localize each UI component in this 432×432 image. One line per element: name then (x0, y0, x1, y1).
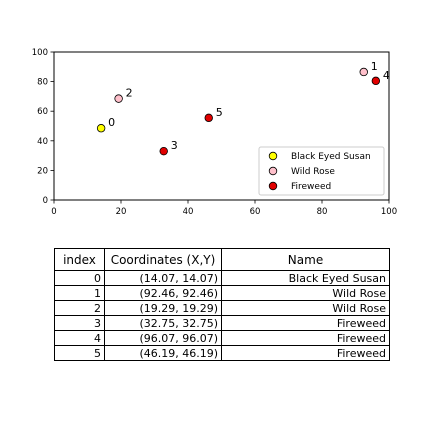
point-label: 0 (108, 116, 115, 129)
cell-name: Wild Rose (221, 285, 390, 301)
data-point (114, 94, 123, 103)
table-header-row: index Coordinates (X,Y) Name (54, 248, 390, 271)
points-table: index Coordinates (X,Y) Name 0 (14.07, 1… (54, 248, 390, 361)
y-tick-label: 0 (43, 196, 48, 206)
cell-coordinates: (96.07, 96.07) (104, 330, 222, 346)
table-row: 4 (96.07, 96.07) Fireweed (54, 330, 390, 346)
x-tick-label: 40 (183, 207, 194, 217)
cell-name: Fireweed (221, 330, 390, 346)
data-point (204, 113, 213, 123)
y-tick-label: 100 (32, 48, 48, 58)
legend-box (258, 146, 385, 196)
y-tick-label: 40 (37, 137, 48, 147)
cell-coordinates: (19.29, 19.29) (104, 300, 222, 316)
y-tick-label: 20 (37, 166, 48, 176)
table-row: 2 (19.29, 19.29) Wild Rose (54, 300, 390, 316)
table-row: 0 (14.07, 14.07) Black Eyed Susan (54, 270, 390, 286)
legend-marker (268, 181, 278, 191)
column-header-coordinates: Coordinates (X,Y) (104, 248, 222, 271)
point-label: 2 (126, 87, 133, 100)
x-tick-label: 100 (381, 207, 397, 217)
legend-label: Wild Rose (291, 167, 335, 177)
legend-marker (268, 151, 278, 161)
cell-coordinates: (46.19, 46.19) (104, 345, 222, 361)
cell-name: Wild Rose (221, 300, 390, 316)
cell-name: Black Eyed Susan (221, 270, 390, 286)
column-header-name: Name (221, 248, 390, 271)
column-header-index: index (54, 248, 105, 271)
x-tick-label: 80 (317, 207, 328, 217)
legend: Black Eyed Susan Wild Rose Fireweed (258, 146, 385, 196)
point-label: 5 (216, 106, 223, 119)
cell-coordinates: (92.46, 92.46) (104, 285, 222, 301)
cell-coordinates: (14.07, 14.07) (104, 270, 222, 286)
cell-index: 1 (54, 285, 105, 301)
cell-index: 5 (54, 345, 105, 361)
table-row: 5 (46.19, 46.19) Fireweed (54, 345, 390, 361)
legend-label: Black Eyed Susan (291, 152, 371, 162)
cell-name: Fireweed (221, 315, 390, 331)
cell-name: Fireweed (221, 345, 390, 361)
y-axis: 0 20 40 60 80 100 (32, 48, 54, 206)
x-axis: 0 20 40 60 80 100 (51, 200, 397, 217)
point-label: 3 (171, 139, 178, 152)
data-point (371, 76, 381, 86)
table-row: 3 (32.75, 32.75) Fireweed (54, 315, 390, 331)
data-point (159, 146, 168, 156)
legend-label: Fireweed (291, 182, 331, 192)
cell-coordinates: (32.75, 32.75) (104, 315, 222, 331)
cell-index: 2 (54, 300, 105, 316)
data-points: 0 2 1 3 4 5 (96, 60, 390, 156)
cell-index: 3 (54, 315, 105, 331)
x-tick-label: 20 (116, 207, 127, 217)
data-point (96, 124, 106, 133)
x-tick-label: 0 (51, 207, 56, 217)
point-label: 4 (383, 69, 390, 82)
y-tick-label: 80 (37, 78, 48, 88)
point-label: 1 (371, 60, 378, 73)
cell-index: 4 (54, 330, 105, 346)
x-tick-label: 60 (250, 207, 261, 217)
y-tick-label: 60 (37, 107, 48, 117)
table-row: 1 (92.46, 92.46) Wild Rose (54, 285, 390, 301)
cell-index: 0 (54, 270, 105, 286)
legend-marker (268, 166, 278, 176)
data-point (359, 67, 368, 77)
